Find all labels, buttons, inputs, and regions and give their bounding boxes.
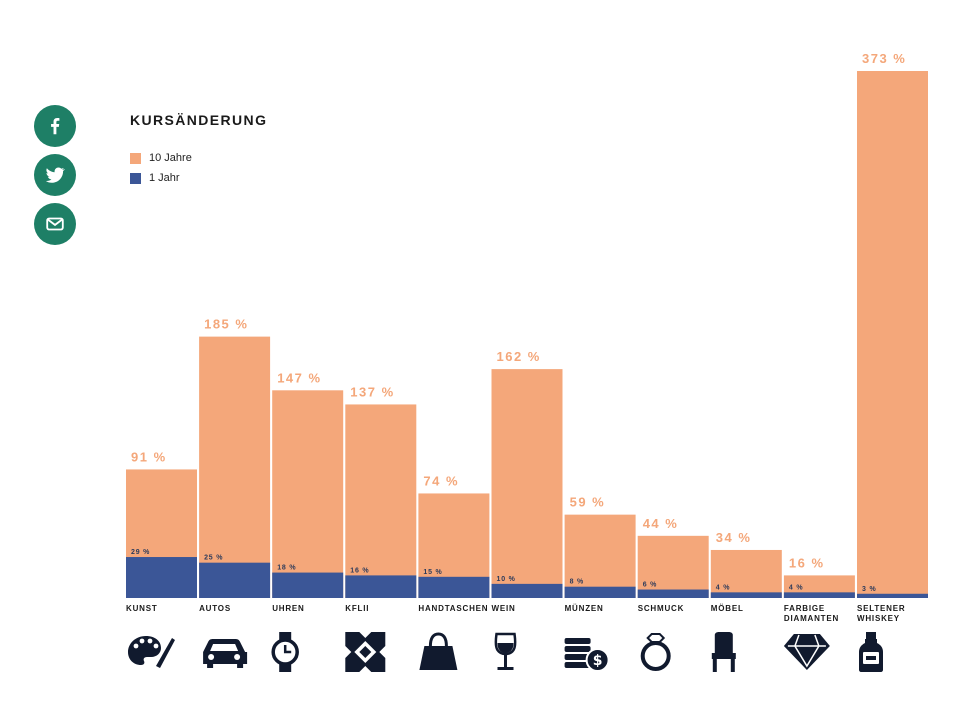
chair-icon — [711, 632, 736, 672]
category-label-uhren: UHREN — [272, 604, 304, 613]
bar-10-jahre-kflii — [345, 404, 417, 598]
data-label-1-jahr-seltener-whiskey: 3 % — [862, 586, 876, 593]
bar-10-jahre-uhren — [272, 390, 344, 598]
category-label-münzen: MÜNZEN — [565, 604, 604, 613]
data-label-1-jahr-wein: 10 % — [497, 576, 516, 583]
category-label-farbige-diamanten: FARBIGE DIAMANTEN — [784, 604, 839, 623]
envelope-icon — [46, 217, 64, 231]
wine-glass-icon — [494, 632, 517, 670]
data-label-1-jahr-schmuck: 6 % — [643, 582, 657, 589]
category-label-kflii: KFLII — [345, 604, 369, 613]
data-label-10-jahre-möbel: 34 % — [716, 530, 752, 545]
category-label-seltener-whiskey: SELTENER WHISKEY — [857, 604, 905, 623]
bar-1-jahr-wein — [491, 583, 563, 598]
svg-text:$: $ — [593, 653, 603, 669]
bar-10-jahre-schmuck — [637, 535, 709, 598]
kflii-icon — [345, 632, 386, 672]
data-label-1-jahr-handtaschen: 15 % — [423, 569, 442, 576]
category-label-wein: WEIN — [492, 604, 516, 613]
data-label-10-jahre-autos: 185 % — [204, 317, 248, 332]
data-label-10-jahre-wein: 162 % — [497, 349, 541, 364]
bar-10-jahre-münzen — [564, 514, 636, 598]
ring-icon — [640, 633, 671, 671]
share-bar — [34, 105, 76, 245]
bar-10-jahre-wein — [491, 369, 563, 598]
category-label-handtaschen: HANDTASCHEN — [418, 604, 488, 613]
bar-1-jahr-uhren — [272, 572, 344, 598]
data-label-1-jahr-münzen: 8 % — [570, 579, 584, 586]
legend-label-10-jahre: 10 Jahre — [149, 152, 192, 164]
legend-swatch-1-jahr — [130, 172, 141, 184]
data-label-10-jahre-kflii: 137 % — [350, 384, 394, 399]
handbag-icon — [419, 632, 458, 670]
facebook-icon — [51, 118, 60, 135]
palette-icon — [128, 636, 175, 668]
bar-1-jahr-kunst — [126, 557, 197, 598]
data-label-1-jahr-autos: 25 % — [204, 555, 223, 562]
bar-10-jahre-autos — [199, 336, 271, 598]
category-label-schmuck: SCHMUCK — [638, 604, 685, 613]
data-label-1-jahr-kunst: 29 % — [131, 549, 150, 556]
facebook-share-button[interactable] — [34, 105, 76, 147]
data-label-10-jahre-farbige-diamanten: 16 % — [789, 555, 825, 570]
legend-label-1-jahr: 1 Jahr — [149, 172, 180, 184]
bar-10-jahre-möbel — [710, 549, 782, 598]
bar-1-jahr-handtaschen — [418, 576, 490, 598]
email-share-button[interactable] — [34, 203, 76, 245]
data-label-10-jahre-münzen: 59 % — [570, 495, 606, 510]
twitter-icon — [45, 167, 66, 183]
chart-legend: KURSÄNDERUNG 10 Jahre 1 Jahr — [130, 112, 267, 188]
diamond-icon — [783, 634, 830, 670]
bar-10-jahre-seltener-whiskey — [857, 71, 928, 598]
coins-icon: $ — [564, 638, 610, 672]
category-label-möbel: MÖBEL — [711, 604, 744, 613]
data-label-1-jahr-möbel: 4 % — [716, 584, 730, 591]
twitter-share-button[interactable] — [34, 154, 76, 196]
category-label-kunst: KUNST — [126, 604, 158, 613]
data-label-1-jahr-farbige-diamanten: 4 % — [789, 584, 803, 591]
chart-title: KURSÄNDERUNG — [130, 112, 268, 128]
whiskey-bottle-icon — [859, 632, 883, 672]
legend-item-1-jahr: 1 Jahr — [130, 168, 267, 188]
data-label-1-jahr-kflii: 16 % — [350, 567, 369, 574]
legend-swatch-10-jahre — [130, 152, 141, 164]
data-label-1-jahr-uhren: 18 % — [277, 565, 296, 572]
data-label-10-jahre-handtaschen: 74 % — [423, 473, 459, 488]
bar-1-jahr-kflii — [345, 575, 417, 598]
data-label-10-jahre-seltener-whiskey: 373 % — [862, 51, 906, 66]
bar-1-jahr-seltener-whiskey — [857, 593, 928, 598]
bar-1-jahr-münzen — [564, 586, 636, 598]
bar-1-jahr-schmuck — [637, 589, 709, 598]
legend-item-10-jahre: 10 Jahre — [130, 148, 267, 168]
data-label-10-jahre-uhren: 147 % — [277, 370, 321, 385]
category-label-autos: AUTOS — [199, 604, 231, 613]
data-label-10-jahre-schmuck: 44 % — [643, 516, 679, 531]
bar-1-jahr-farbige-diamanten — [783, 592, 855, 598]
watch-icon — [271, 632, 299, 672]
data-label-10-jahre-kunst: 91 % — [131, 449, 167, 464]
bar-1-jahr-möbel — [710, 592, 782, 598]
car-icon — [203, 639, 248, 668]
bar-1-jahr-autos — [199, 562, 271, 598]
